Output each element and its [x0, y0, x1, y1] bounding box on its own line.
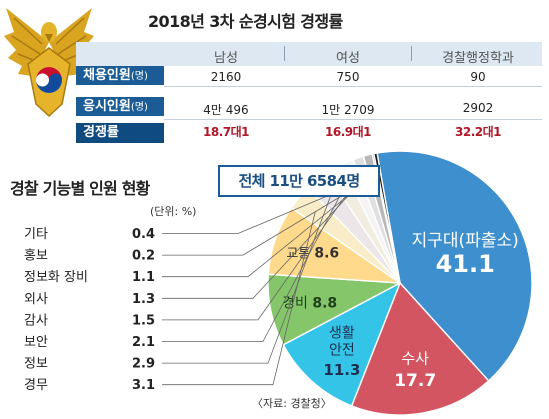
ratio-female: 16.9대1 — [325, 125, 372, 139]
row-label-applicants: 응시인원(명) — [76, 97, 164, 116]
top-title: 2018년 3차 순경시험 경쟁률 — [148, 12, 343, 31]
hired-police-admin: 90 — [470, 70, 486, 84]
source-note: 〈자료: 경찰청〉 — [252, 397, 332, 410]
row-label-text: 경쟁률 — [83, 125, 119, 140]
column-header-female: 여성 — [336, 51, 360, 66]
column-separator — [411, 46, 412, 61]
leader-line-경무 — [162, 211, 316, 386]
row-label-text: 채용인원 — [83, 68, 131, 83]
total-count-box: 전체 11만 6584명 — [218, 165, 380, 197]
row-label-ratio: 경쟁률 — [76, 123, 164, 143]
slice-label-수사: 수사 — [401, 350, 429, 368]
pie-slice-지구대파출소 — [376, 150, 533, 382]
legend-label-보안: 보안 — [24, 335, 48, 350]
pie-slice-생활-안전 — [282, 282, 401, 407]
pie-slice-수사 — [350, 282, 490, 416]
ratio-police-admin: 32.2대1 — [455, 125, 502, 139]
hired-female: 750 — [336, 70, 360, 84]
legend-label-정보: 정보 — [24, 357, 48, 372]
legend-label-감사: 감사 — [24, 313, 48, 328]
row-unit: (명) — [130, 102, 148, 113]
ratio-male: 18.7대1 — [203, 125, 250, 139]
leader-line-정보 — [162, 196, 331, 364]
applicants-female: 1만 2709 — [321, 103, 375, 117]
applicants-police-admin: 2902 — [462, 101, 494, 115]
column-header-police-admin: 경찰행정학과 — [442, 51, 514, 66]
slice-value-수사: 17.7 — [394, 371, 436, 391]
legend-value-경무: 3.1 — [132, 378, 155, 393]
legend-value-기타: 0.4 — [132, 227, 155, 242]
column-header-male: 남성 — [214, 51, 238, 66]
slice-label-경비: 경비 8.8 — [282, 295, 337, 311]
slice-value-교통: 8.6 — [314, 246, 339, 262]
legend-label-정보화-장비: 정보화 장비 — [24, 270, 88, 285]
row-label-text: 응시인원 — [83, 99, 131, 114]
leader-line-홍보 — [162, 174, 378, 256]
legend-value-보안: 2.1 — [132, 335, 155, 350]
slice-value-경비: 8.8 — [312, 295, 337, 311]
legend-value-정보: 2.9 — [132, 357, 155, 372]
row-divider — [164, 86, 542, 87]
legend-label-경무: 경무 — [24, 378, 48, 393]
legend-value-감사: 1.5 — [132, 313, 155, 328]
stats-header-background — [76, 42, 542, 66]
legend-label-외사: 외사 — [24, 292, 48, 307]
legend-value-홍보: 0.2 — [132, 249, 155, 264]
leader-line-외사 — [162, 177, 366, 299]
chart-unit-label: (단위: %) — [150, 205, 197, 218]
slice-value-생활-안전: 11.3 — [323, 361, 360, 379]
hired-male: 2160 — [210, 70, 242, 84]
slice-label-생활-안전: 안전 — [329, 342, 355, 358]
row-unit: (명) — [130, 71, 148, 82]
leader-line-정보화-장비 — [162, 175, 374, 278]
chart-title: 경찰 기능별 인원 현황 — [10, 179, 150, 198]
legend-label-홍보: 홍보 — [24, 249, 48, 264]
slice-label-생활-안전: 생활 — [329, 325, 355, 341]
slice-label-지구대파출소: 지구대(파출소) — [412, 231, 519, 251]
legend-label-기타: 기타 — [24, 227, 48, 242]
leader-line-보안 — [162, 186, 345, 342]
pie-slice-기타 — [373, 152, 401, 284]
slice-label-교통: 교통 8.6 — [286, 246, 339, 262]
row-label-hired: 채용인원(명) — [76, 66, 164, 85]
applicants-male: 4만 496 — [203, 103, 249, 117]
legend-value-외사: 1.3 — [132, 292, 155, 307]
column-separator — [284, 46, 285, 61]
slice-value-지구대파출소: 41.1 — [436, 250, 495, 278]
legend-value-정보화-장비: 1.1 — [132, 270, 155, 285]
stats-table: 남성 여성 경찰행정학과 채용인원(명) 2160 750 90 응시인원(명)… — [76, 42, 542, 146]
row-divider — [164, 119, 542, 120]
